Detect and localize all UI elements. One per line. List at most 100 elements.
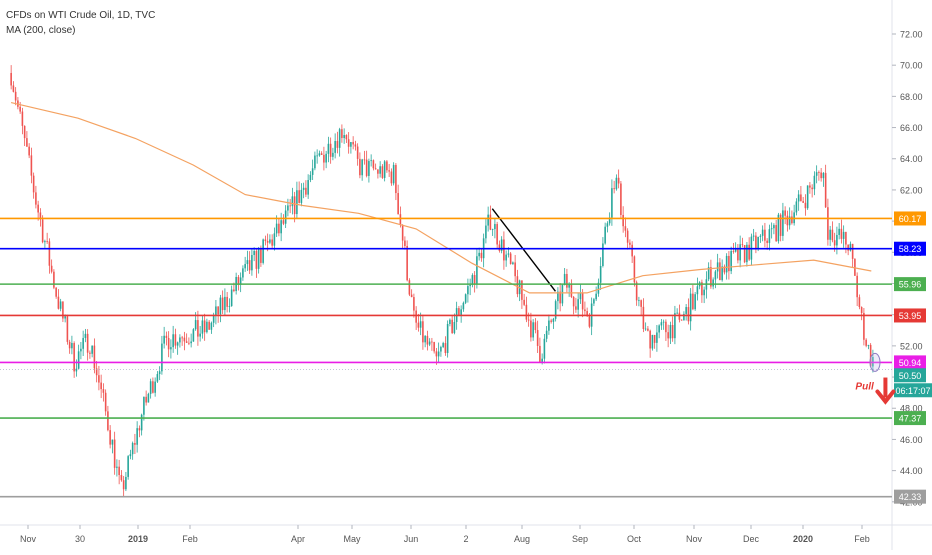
- candle-body: [417, 322, 420, 328]
- candle-body: [262, 239, 264, 263]
- candle-body: [408, 280, 411, 295]
- candle-body: [379, 166, 381, 174]
- candle-body: [215, 306, 217, 316]
- candle-body: [514, 262, 516, 277]
- candle-body: [494, 224, 496, 230]
- candle-body: [653, 334, 656, 343]
- candle-body: [14, 91, 17, 101]
- x-tick-label: Apr: [291, 534, 305, 544]
- candle-body: [815, 172, 818, 176]
- candle-body: [437, 351, 440, 357]
- candle-body: [77, 351, 80, 369]
- candle-body: [730, 251, 732, 272]
- candle-body: [26, 138, 28, 147]
- candle-body: [716, 262, 719, 272]
- candle-body: [228, 306, 231, 307]
- candle-body: [338, 129, 341, 148]
- candle-body: [329, 143, 332, 157]
- candle-body: [230, 289, 233, 307]
- candle-body: [748, 244, 750, 260]
- candle-body: [64, 316, 66, 319]
- candle-body: [797, 194, 800, 202]
- candle-body: [694, 294, 696, 310]
- candle-body: [352, 142, 354, 145]
- candle-body: [48, 241, 51, 266]
- candle-body: [795, 201, 798, 213]
- x-tick-label: Oct: [627, 534, 642, 544]
- level-tag-55.96: [894, 277, 926, 292]
- candle-body: [485, 225, 487, 239]
- candle-body: [845, 231, 847, 245]
- candle-body: [615, 177, 618, 190]
- candle-body: [635, 282, 638, 301]
- candle-body: [534, 322, 537, 331]
- candle-body: [30, 155, 33, 176]
- candle-body: [275, 223, 278, 234]
- candle-body: [190, 341, 192, 344]
- candle-body: [638, 300, 640, 302]
- candle-body: [725, 255, 728, 273]
- candle-body: [545, 330, 548, 339]
- candle-body: [496, 224, 498, 245]
- level-tag-47.37: [894, 411, 926, 426]
- candle-body: [266, 241, 269, 243]
- candle-body: [84, 333, 87, 338]
- candle-body: [566, 273, 568, 288]
- candle-body: [264, 239, 267, 242]
- candle-body: [507, 253, 510, 255]
- candle-body: [143, 396, 145, 415]
- candle-body: [12, 85, 15, 92]
- candle-body: [426, 335, 429, 345]
- candle-body: [761, 229, 764, 236]
- candle-body: [109, 430, 111, 445]
- candle-body: [73, 343, 75, 372]
- candle-body: [593, 299, 595, 304]
- candle-body: [489, 214, 492, 230]
- candle-body: [453, 322, 456, 334]
- candle-body: [586, 311, 588, 315]
- candle-body: [462, 302, 465, 310]
- candle-body: [766, 240, 768, 243]
- candle-body: [811, 187, 813, 190]
- candle-body: [536, 330, 539, 346]
- candle-body: [210, 322, 213, 330]
- x-tick-label: May: [343, 534, 361, 544]
- candle-body: [291, 196, 294, 207]
- candle-body: [365, 159, 368, 176]
- candle-body: [552, 318, 555, 322]
- level-label-58.23: 58.23: [899, 244, 922, 254]
- candle-body: [251, 255, 253, 271]
- x-tick-label: Nov: [20, 534, 37, 544]
- candle-body: [687, 307, 690, 322]
- candle-body: [424, 335, 426, 343]
- candle-body: [608, 217, 611, 224]
- candle-body: [741, 244, 744, 246]
- candle-body: [44, 241, 46, 243]
- candle-body: [561, 285, 564, 304]
- candle-body: [397, 193, 399, 215]
- candle-body: [226, 296, 228, 307]
- candle-body: [422, 321, 424, 343]
- candle-body: [59, 301, 62, 309]
- candle-body: [449, 319, 451, 325]
- candle-body: [289, 205, 291, 207]
- candle-body: [712, 279, 714, 287]
- candle-body: [395, 164, 397, 194]
- candle-body: [201, 320, 204, 334]
- candle-body: [377, 169, 379, 174]
- y-tick-label: 52.00: [900, 341, 923, 351]
- candle-body: [111, 439, 114, 445]
- candle-body: [372, 160, 375, 169]
- candle-body: [752, 235, 755, 237]
- candle-body: [649, 330, 651, 349]
- candle-body: [707, 267, 710, 280]
- x-tick-label: 30: [75, 534, 85, 544]
- candle-body: [842, 231, 845, 239]
- candle-body: [302, 187, 305, 190]
- y-tick-label: 48.00: [900, 404, 923, 414]
- candle-body: [820, 172, 822, 179]
- candle-body: [388, 170, 390, 172]
- candle-body: [739, 244, 741, 261]
